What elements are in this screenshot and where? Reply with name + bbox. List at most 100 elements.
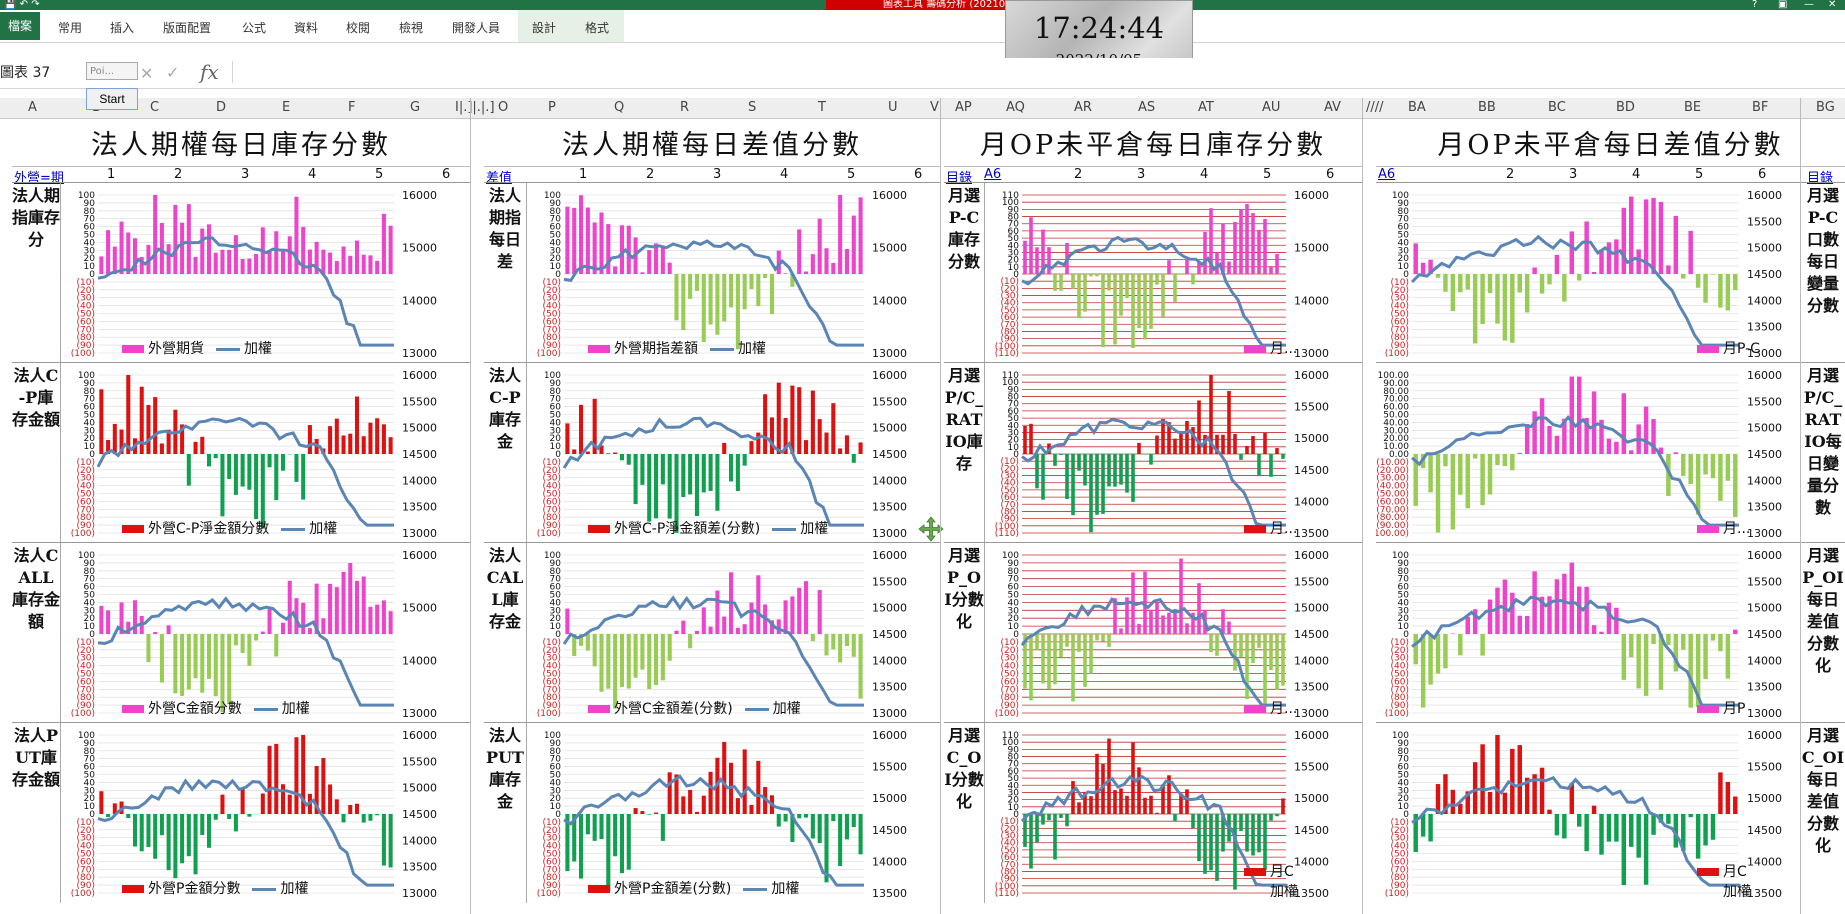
- insert-function-icon[interactable]: fx: [200, 60, 219, 84]
- minimize-icon[interactable]: —: [1804, 0, 1814, 10]
- formula-input[interactable]: [232, 61, 1843, 83]
- y-tick-left: (40): [543, 662, 561, 672]
- enter-icon[interactable]: ✓: [166, 63, 180, 82]
- header-link[interactable]: A6: [1378, 167, 1396, 182]
- cancel-icon[interactable]: ✕: [140, 64, 154, 83]
- bar: [1035, 247, 1039, 274]
- bar: [1636, 814, 1641, 858]
- combo-chart[interactable]: 100 90 80 70 60 50 40 30 20 10 0 (10) (20) (30) (40) (5…: [62, 363, 452, 543]
- column-header-as[interactable]: AS: [1138, 100, 1156, 115]
- combo-chart[interactable]: 100.00 90.00 80.00 70.00 60.00 50.00 40.00 30.0…: [1376, 363, 1797, 543]
- y-tick-left: 50: [550, 411, 562, 421]
- column-header-o[interactable]: O: [498, 100, 509, 115]
- tab-page-layout[interactable]: 版面配置: [163, 21, 212, 35]
- combo-chart[interactable]: 100 90 80 70 60 50 40 30 20 10 0 (10) (20) (30) (40) (5…: [62, 723, 452, 903]
- column-header-g[interactable]: G: [410, 100, 421, 115]
- column-header-f[interactable]: F: [348, 100, 356, 115]
- column-header-bb[interactable]: BB: [1478, 100, 1496, 115]
- tab-file[interactable]: 檔案: [0, 12, 40, 40]
- column-header-ar[interactable]: AR: [1074, 100, 1092, 115]
- column-header-xxxx[interactable]: ////: [1366, 100, 1384, 115]
- combo-chart[interactable]: 100 90 80 70 60 50 40 30 20 10 0 (10) (20) (30) (40) (5…: [528, 363, 922, 543]
- column-header-au[interactable]: AU: [1262, 100, 1281, 115]
- help-icon[interactable]: ?: [1752, 0, 1758, 10]
- header-link-a6[interactable]: A6: [984, 167, 1002, 182]
- tab-format[interactable]: 格式: [585, 21, 610, 35]
- bar: [660, 247, 665, 274]
- column-header-av[interactable]: AV: [1324, 100, 1341, 115]
- cell-mini-input[interactable]: Poi...: [86, 62, 138, 80]
- y-tick-right: 13500: [1747, 887, 1782, 900]
- column-header-bf[interactable]: BF: [1752, 100, 1769, 115]
- bar: [1191, 427, 1195, 454]
- tab-home[interactable]: 常用: [58, 21, 83, 35]
- column-header-c[interactable]: C: [150, 100, 160, 115]
- legend-series-label: 月...: [1723, 521, 1751, 537]
- name-box[interactable]: 圖表 37: [0, 65, 51, 81]
- column-header-r[interactable]: R: [680, 100, 690, 115]
- bar: [1643, 406, 1649, 454]
- combo-chart[interactable]: 100 90 80 70 60 50 40 30 20 10 0 (10) (20) (30) (40) (5…: [1376, 723, 1797, 903]
- y-tick-left: 40: [1398, 598, 1410, 608]
- start-button[interactable]: Start: [86, 88, 138, 110]
- y-tick-left: 70: [84, 755, 96, 765]
- combo-chart[interactable]: 100 90 80 70 60 50 40 30 20 10 0 (10) (20) (30) (40) (5…: [986, 543, 1344, 723]
- tab-developer[interactable]: 開發人員: [452, 21, 501, 35]
- chart-svg: 1009080706050403020100(10)(20)(30)(40)(5…: [537, 369, 907, 540]
- bar: [274, 743, 279, 814]
- y-tick-right: 13000: [1747, 527, 1782, 540]
- bar: [1703, 814, 1708, 846]
- tab-review[interactable]: 校閱: [346, 21, 371, 35]
- quick-access-toolbar[interactable]: 💾 ↶ ↷: [4, 0, 40, 10]
- column-header-s[interactable]: S: [748, 100, 757, 115]
- combo-chart[interactable]: 100 90 80 70 60 50 40 30 20 10 0 (10) (20) (30) (40) (5…: [62, 183, 452, 363]
- y-tick-left: (80): [77, 513, 95, 523]
- bar: [654, 454, 659, 519]
- bar: [1275, 448, 1279, 454]
- bar: [1569, 231, 1575, 274]
- column-header-q[interactable]: Q: [614, 100, 625, 115]
- column-header-bd[interactable]: BD: [1616, 100, 1635, 115]
- column-header-be[interactable]: BE: [1684, 100, 1702, 115]
- combo-chart[interactable]: 110 100 90 80 70 60 50 40 30 20 10 0 (10) (20) (30) (40…: [986, 183, 1344, 363]
- combo-chart[interactable]: 100 90 80 70 60 50 40 30 20 10 0 (10) (20) (30) (40) (5…: [1376, 543, 1797, 723]
- column-header-ba[interactable]: BA: [1408, 100, 1426, 115]
- tab-insert[interactable]: 插入: [110, 21, 135, 35]
- combo-chart[interactable]: 110 100 90 80 70 60 50 40 30 20 10 0 (10) (20) (30) (40…: [986, 363, 1344, 543]
- column-header-u[interactable]: U: [888, 100, 898, 115]
- column-header-e[interactable]: E: [282, 100, 291, 115]
- column-header-t[interactable]: T: [818, 100, 826, 115]
- combo-chart[interactable]: 110 100 90 80 70 60 50 40 30 20 10 0 (10) (20) (30) (40…: [986, 723, 1344, 903]
- column-header-d[interactable]: D: [216, 100, 227, 115]
- combo-chart[interactable]: 100 90 80 70 60 50 40 30 20 10 0 (10) (20) (30) (40) (5…: [62, 543, 452, 723]
- combo-chart[interactable]: 100 90 80 70 60 50 40 30 20 10 0 (10) (20) (30) (40) (5…: [528, 723, 922, 903]
- y-tick-left: 70: [550, 395, 562, 405]
- column-header-v[interactable]: V: [930, 100, 939, 115]
- column-header-ixxxxxxxx[interactable]: I|.]|.|.]: [455, 100, 495, 115]
- y-tick-left: 20: [1008, 436, 1020, 446]
- tab-design[interactable]: 設計: [532, 21, 557, 35]
- tab-formulas[interactable]: 公式: [242, 21, 267, 35]
- bar: [1591, 391, 1597, 454]
- y-tick-right: 16000: [402, 369, 437, 382]
- combo-chart[interactable]: 100 90 80 70 60 50 40 30 20 10 0 (10) (20) (30) (40) (5…: [1376, 183, 1797, 363]
- column-header-bc[interactable]: BC: [1548, 100, 1566, 115]
- column-header-aq[interactable]: AQ: [1006, 100, 1025, 115]
- column-header-ap[interactable]: AP: [955, 100, 972, 115]
- close-icon[interactable]: ✕: [1828, 0, 1837, 10]
- bar: [1227, 391, 1231, 454]
- y-tick-left: (100): [995, 522, 1019, 532]
- combo-chart[interactable]: 100 90 80 70 60 50 40 30 20 10 0 (10) (20) (30) (40) (5…: [528, 183, 922, 363]
- tab-data[interactable]: 資料: [294, 21, 319, 35]
- tab-view[interactable]: 檢視: [399, 21, 424, 35]
- ribbon-display-icon[interactable]: ▣: [1778, 0, 1788, 10]
- column-header-at[interactable]: AT: [1198, 100, 1214, 115]
- bar: [817, 589, 822, 634]
- combo-chart[interactable]: 100 90 80 70 60 50 40 30 20 10 0 (10) (20) (30) (40) (5…: [528, 543, 922, 723]
- column-header-a[interactable]: A: [28, 100, 37, 115]
- bar: [1614, 239, 1619, 274]
- column-header-p[interactable]: P: [548, 100, 556, 115]
- bar: [776, 382, 781, 454]
- column-header-bg[interactable]: BG: [1816, 100, 1835, 115]
- y-tick-left: (20): [1001, 284, 1019, 294]
